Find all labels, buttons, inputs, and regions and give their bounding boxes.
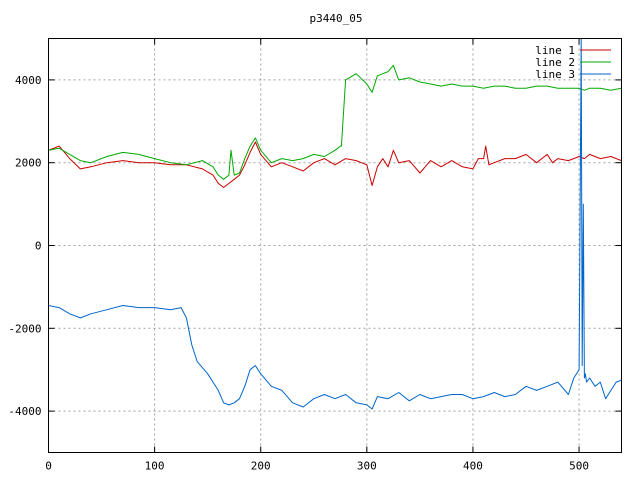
series-line-3	[48, 38, 622, 410]
axis-ticks: 0 100 200 300 400 500 -4000 -2000 0 2000 4000	[8, 38, 622, 473]
x-tick-label-2: 200	[251, 460, 271, 473]
y-tick-label-2: 0	[35, 240, 42, 253]
x-tick-label-4: 400	[463, 460, 483, 473]
y-tick-label-1: -2000	[8, 322, 41, 335]
x-tick-label-0: 0	[45, 460, 52, 473]
series-line-2	[48, 64, 622, 180]
legend-label-3: line 3	[535, 68, 575, 81]
series-group	[48, 38, 622, 410]
legend-label-2: line 2	[535, 56, 575, 69]
y-tick-label-4: 4000	[15, 74, 42, 87]
x-tick-label-3: 300	[357, 460, 377, 473]
x-tick-label-1: 100	[145, 460, 165, 473]
x-tick-label-5: 500	[569, 460, 589, 473]
chart-title: p3440_05	[310, 12, 363, 25]
series-line-1	[48, 141, 622, 188]
y-tick-label-3: 2000	[15, 157, 42, 170]
legend-label-1: line 1	[535, 44, 575, 57]
y-tick-label-0: -4000	[8, 405, 41, 418]
